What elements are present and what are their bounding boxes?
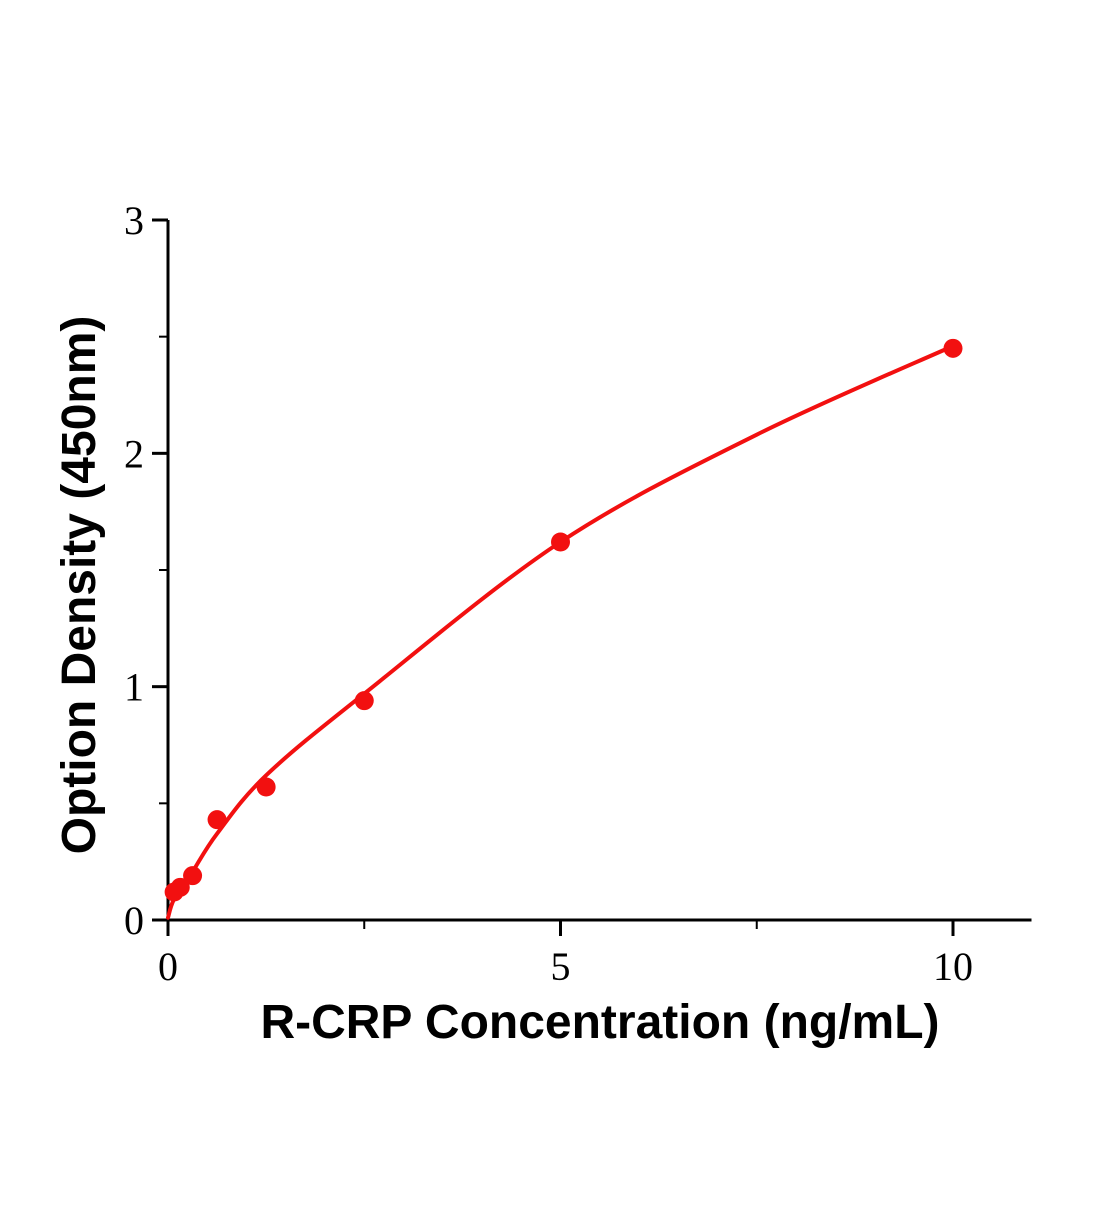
y-tick-label: 1 bbox=[124, 665, 144, 710]
y-tick-label: 3 bbox=[124, 198, 144, 243]
x-tick-label: 10 bbox=[933, 944, 973, 989]
data-point bbox=[943, 338, 963, 358]
fit-curve bbox=[166, 344, 955, 920]
data-point bbox=[183, 866, 203, 886]
y-axis-title: Option Density (450nm) bbox=[53, 316, 106, 855]
data-point bbox=[170, 877, 190, 897]
data-point bbox=[551, 532, 570, 552]
data-point bbox=[256, 777, 276, 797]
data-point bbox=[354, 691, 374, 711]
y-tick-label: 0 bbox=[124, 898, 144, 943]
x-axis-title: R-CRP Concentration (ng/mL) bbox=[260, 996, 939, 1049]
y-tick-label: 2 bbox=[124, 431, 144, 476]
plot-area: 0 5 10 0 1 2 3 bbox=[124, 198, 1032, 989]
data-point bbox=[207, 810, 227, 830]
x-tick-label: 5 bbox=[551, 944, 571, 989]
axis-lines bbox=[166, 220, 1032, 922]
x-tick-label: 0 bbox=[158, 944, 178, 989]
